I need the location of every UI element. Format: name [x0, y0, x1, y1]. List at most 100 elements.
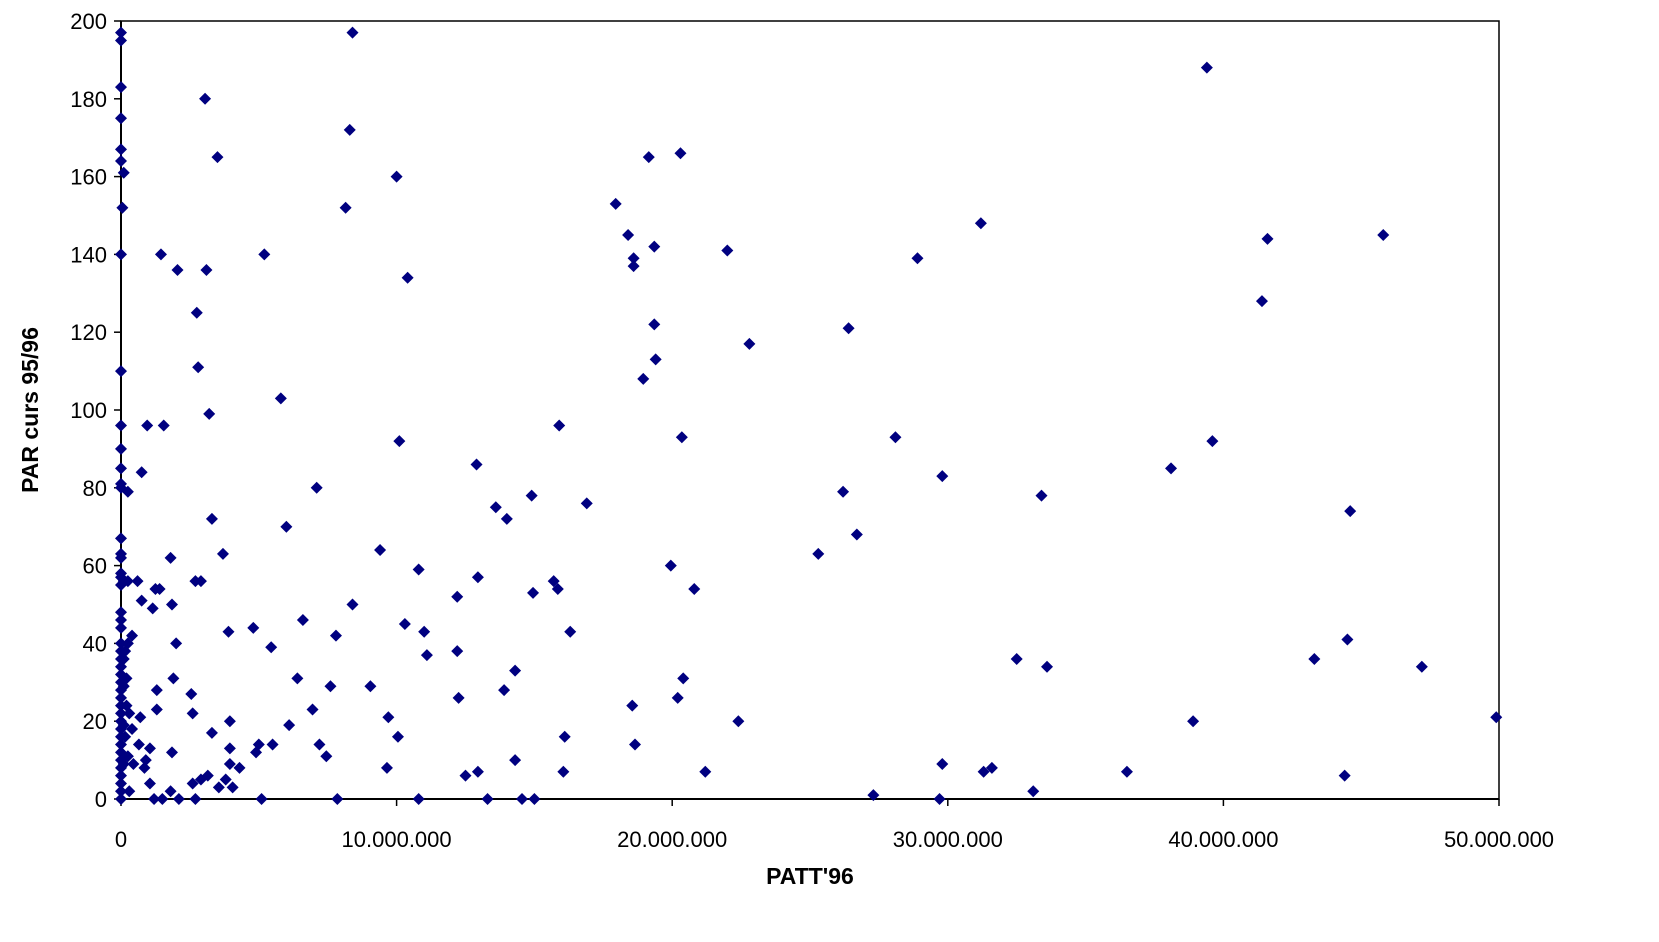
data-point — [936, 470, 949, 483]
data-point — [211, 151, 224, 164]
data-point — [266, 738, 279, 751]
data-point — [165, 598, 178, 611]
data-point — [291, 672, 304, 685]
data-point — [200, 263, 213, 276]
data-point — [216, 547, 229, 560]
data-point — [580, 497, 593, 510]
data-point — [674, 147, 687, 160]
data-point — [190, 306, 203, 319]
data-point — [985, 761, 998, 774]
data-point — [850, 528, 863, 541]
data-point — [451, 645, 464, 658]
data-point — [120, 672, 133, 685]
y-axis-title: PAR curs 95/96 — [17, 327, 43, 493]
data-point — [393, 435, 406, 448]
data-point — [515, 793, 528, 805]
data-point — [1415, 660, 1428, 673]
data-point — [201, 769, 214, 782]
data-point — [115, 81, 127, 94]
y-tick-label: 40 — [83, 631, 107, 656]
data-point — [115, 785, 127, 798]
data-point — [310, 481, 323, 494]
data-point — [401, 271, 414, 284]
data-point — [123, 707, 136, 720]
data-point — [171, 263, 184, 276]
data-point — [452, 691, 465, 704]
data-point — [642, 151, 655, 164]
data-point — [115, 34, 127, 47]
data-point — [135, 466, 148, 479]
data-point — [346, 598, 359, 611]
data-point — [141, 419, 154, 432]
data-point — [252, 738, 265, 751]
data-point — [688, 582, 701, 595]
data-point — [186, 777, 199, 790]
data-point — [677, 672, 690, 685]
data-point — [664, 559, 677, 572]
data-point — [192, 361, 205, 374]
y-tick-label: 0 — [95, 787, 107, 812]
data-point — [154, 248, 167, 261]
y-tick-label: 120 — [70, 320, 107, 345]
data-point — [164, 551, 177, 564]
data-point — [1120, 765, 1133, 778]
data-point — [150, 703, 163, 716]
data-point — [306, 703, 319, 716]
data-point — [138, 761, 151, 774]
data-point — [121, 575, 134, 588]
data-point — [564, 625, 577, 638]
data-point — [671, 691, 684, 704]
data-point — [146, 602, 159, 615]
data-point — [721, 244, 734, 257]
y-tick-label: 60 — [83, 554, 107, 579]
data-point — [265, 641, 278, 654]
data-point — [557, 765, 570, 778]
data-point — [324, 680, 337, 693]
data-point — [551, 582, 564, 595]
y-tick-label: 180 — [70, 87, 107, 112]
data-point — [331, 793, 344, 805]
data-point — [471, 765, 484, 778]
data-point — [119, 730, 132, 743]
data-point — [974, 217, 987, 230]
data-point — [527, 586, 540, 599]
data-point — [936, 757, 949, 770]
data-point — [1027, 785, 1040, 798]
data-point — [509, 664, 522, 677]
data-point — [320, 750, 333, 763]
data-point — [525, 489, 538, 502]
x-tick-label: 40.000.000 — [1168, 827, 1278, 852]
data-point — [116, 201, 129, 214]
data-point — [339, 201, 352, 214]
data-point — [283, 719, 296, 732]
data-point — [115, 419, 127, 432]
data-point — [222, 625, 235, 638]
data-point — [115, 691, 127, 704]
data-point — [167, 672, 180, 685]
data-point — [489, 501, 502, 514]
data-point — [391, 730, 404, 743]
data-point — [420, 649, 433, 662]
data-point — [500, 512, 513, 525]
data-point — [131, 575, 144, 588]
y-axis-ticks: 0 20 40 60 80 100 120 140 160 180 200 — [70, 9, 121, 812]
data-point — [127, 757, 140, 770]
data-point — [364, 680, 377, 693]
data-point — [143, 742, 156, 755]
data-point — [121, 485, 134, 498]
data-point — [205, 726, 218, 739]
data-point — [1041, 660, 1054, 673]
data-point — [313, 738, 326, 751]
data-point — [346, 26, 359, 39]
data-point — [699, 765, 712, 778]
data-point — [675, 431, 688, 444]
data-point — [451, 590, 464, 603]
data-point — [194, 575, 207, 588]
data-point — [628, 738, 641, 751]
data-point — [185, 687, 198, 700]
data-point — [233, 761, 246, 774]
data-point — [498, 684, 511, 697]
data-point — [117, 166, 130, 179]
data-point — [649, 353, 662, 366]
